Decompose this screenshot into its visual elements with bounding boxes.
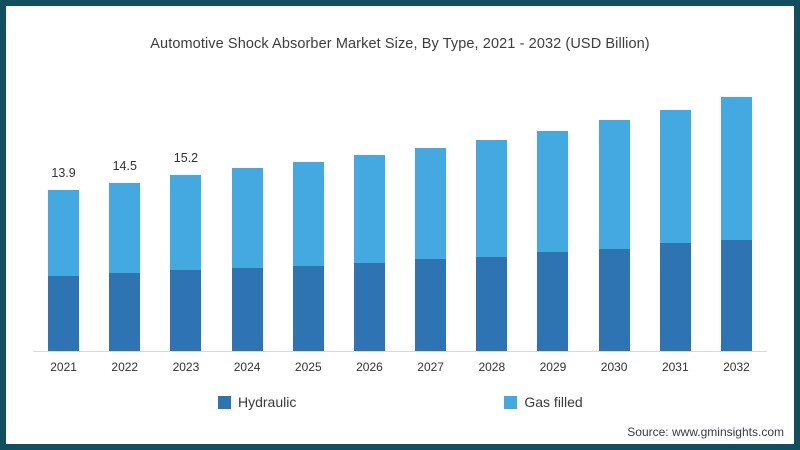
bar-value-label: 15.2 [173, 150, 199, 165]
stacked-bar-2029 [537, 130, 569, 351]
gas-filled-segment [537, 130, 569, 253]
legend: Hydraulic Gas filled [6, 394, 794, 410]
hydraulic-segment [109, 273, 141, 351]
stacked-bar-2021 [48, 189, 80, 351]
gas-filled-segment [720, 96, 752, 240]
x-axis-tick-label: 2029 [539, 360, 567, 374]
hydraulic-segment [415, 259, 447, 351]
hydraulic-segment [659, 243, 691, 351]
hydraulic-segment [170, 269, 202, 351]
bar-slot-2031 [645, 86, 706, 351]
hydraulic-segment [48, 275, 80, 351]
x-axis-tick-label: 2030 [600, 360, 628, 374]
gas-filled-segment [109, 182, 141, 274]
bar-slot-2021: 13.9 [33, 86, 94, 351]
x-axis-tick-label: 2022 [111, 360, 139, 374]
gas-filled-segment [415, 148, 447, 260]
gas-filled-segment [476, 139, 508, 257]
bar-slot-2028 [461, 86, 522, 351]
gas-filled-segment [598, 120, 630, 249]
x-axis-tick-label: 2025 [294, 360, 322, 374]
x-axis-tick-label: 2032 [723, 360, 750, 374]
hydraulic-segment [231, 267, 263, 351]
gas-filled-segment [170, 174, 202, 270]
legend-label: Gas filled [524, 394, 583, 410]
gas-filled-swatch-icon [504, 395, 518, 409]
x-axis-tick-label: 2026 [356, 360, 383, 374]
stacked-bar-2028 [476, 139, 508, 351]
stacked-bar-2026 [353, 154, 385, 351]
x-axis-tick-label: 2021 [50, 360, 77, 374]
hydraulic-segment [292, 266, 324, 351]
bar-slot-2022: 14.5 [94, 86, 155, 351]
legend-label: Hydraulic [238, 394, 297, 410]
bar-slot-2024 [217, 86, 278, 351]
x-axis-tick-label: 2023 [172, 360, 200, 374]
x-axis-tick-label: 2028 [478, 360, 506, 374]
bar-slot-2027 [400, 86, 461, 351]
stacked-bar-2032 [720, 96, 752, 351]
stacked-bar-2025 [292, 161, 324, 351]
bar-slot-2023: 15.2 [155, 86, 216, 351]
bar-slot-2030 [584, 86, 645, 351]
x-axis-labels: 2021 2022 2023 2024 2025 2026 2027 2028 2029 2030… [33, 352, 767, 374]
gas-filled-segment [659, 109, 691, 244]
hydraulic-swatch-icon [218, 395, 231, 409]
x-axis-tick-label: 2027 [417, 360, 444, 374]
stacked-bar-2031 [659, 109, 691, 351]
x-axis-tick-label: 2024 [233, 360, 261, 374]
stacked-bar-2027 [415, 148, 447, 351]
hydraulic-segment [720, 239, 752, 351]
bar-slot-2025 [278, 86, 339, 351]
legend-item-gas-filled: Gas filled [504, 394, 583, 410]
gas-filled-segment [231, 167, 263, 268]
bar-value-label: 13.9 [51, 165, 76, 180]
gas-filled-segment [48, 189, 80, 276]
bar-slot-2026 [339, 86, 400, 351]
legend-item-hydraulic: Hydraulic [218, 394, 296, 410]
stacked-bar-2023 [170, 174, 202, 351]
source-attribution: Source: www.gminsights.com [627, 425, 784, 439]
gas-filled-segment [292, 161, 324, 267]
bar-value-label: 14.5 [112, 158, 137, 173]
bar-slot-2029 [522, 86, 583, 351]
x-axis-tick-label: 2031 [661, 360, 689, 374]
hydraulic-segment [598, 248, 630, 351]
hydraulic-segment [476, 257, 508, 351]
chart-title: Automotive Shock Absorber Market Size, B… [150, 36, 650, 52]
plot-area: 13.9 14.5 15.2 [33, 86, 767, 352]
gas-filled-segment [353, 154, 385, 263]
hydraulic-segment [537, 252, 569, 351]
stacked-bar-2022 [109, 182, 141, 351]
stacked-bar-2030 [598, 120, 630, 351]
hydraulic-segment [353, 262, 385, 351]
bar-slot-2032 [706, 86, 767, 351]
stacked-bar-2024 [231, 167, 263, 351]
